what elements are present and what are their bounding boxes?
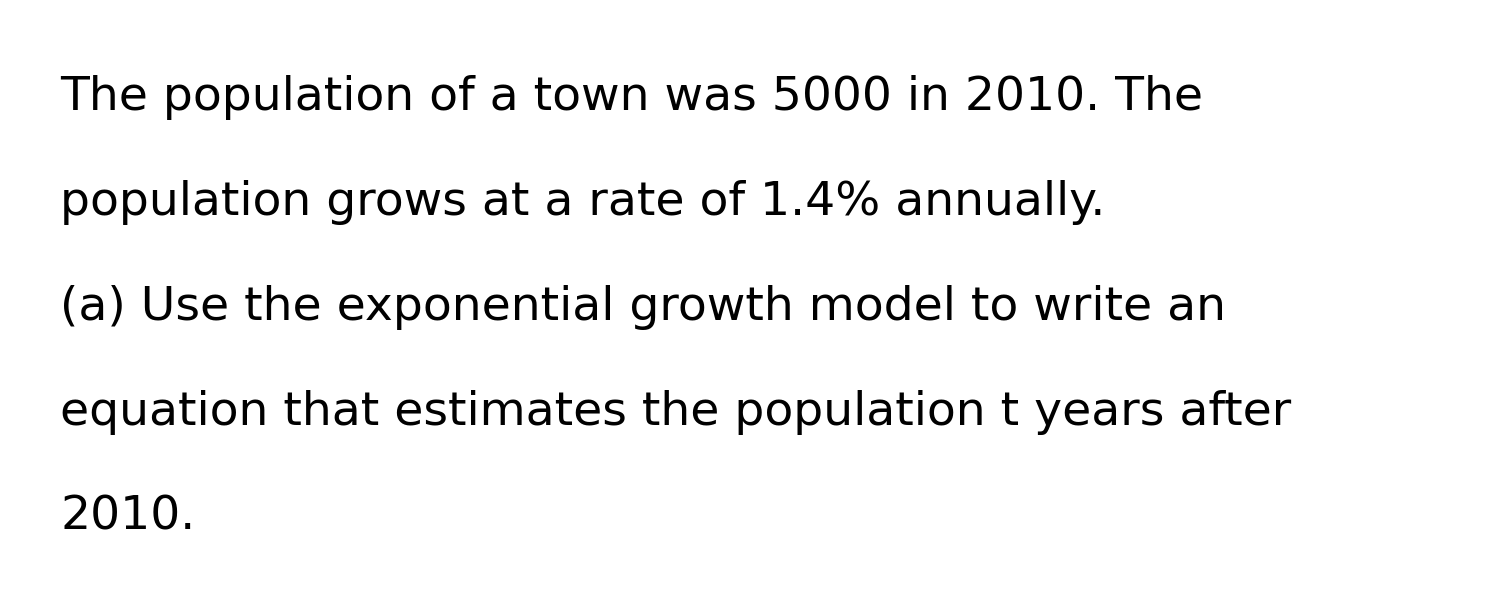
Text: 2010.: 2010. <box>60 495 195 540</box>
Text: population grows at a rate of 1.4% annually.: population grows at a rate of 1.4% annua… <box>60 180 1106 225</box>
Text: equation that estimates the population t years after: equation that estimates the population t… <box>60 390 1292 435</box>
Text: (a) Use the exponential growth model to write an: (a) Use the exponential growth model to … <box>60 285 1225 330</box>
Text: The population of a town was 5000 in 2010. The: The population of a town was 5000 in 201… <box>60 75 1203 120</box>
